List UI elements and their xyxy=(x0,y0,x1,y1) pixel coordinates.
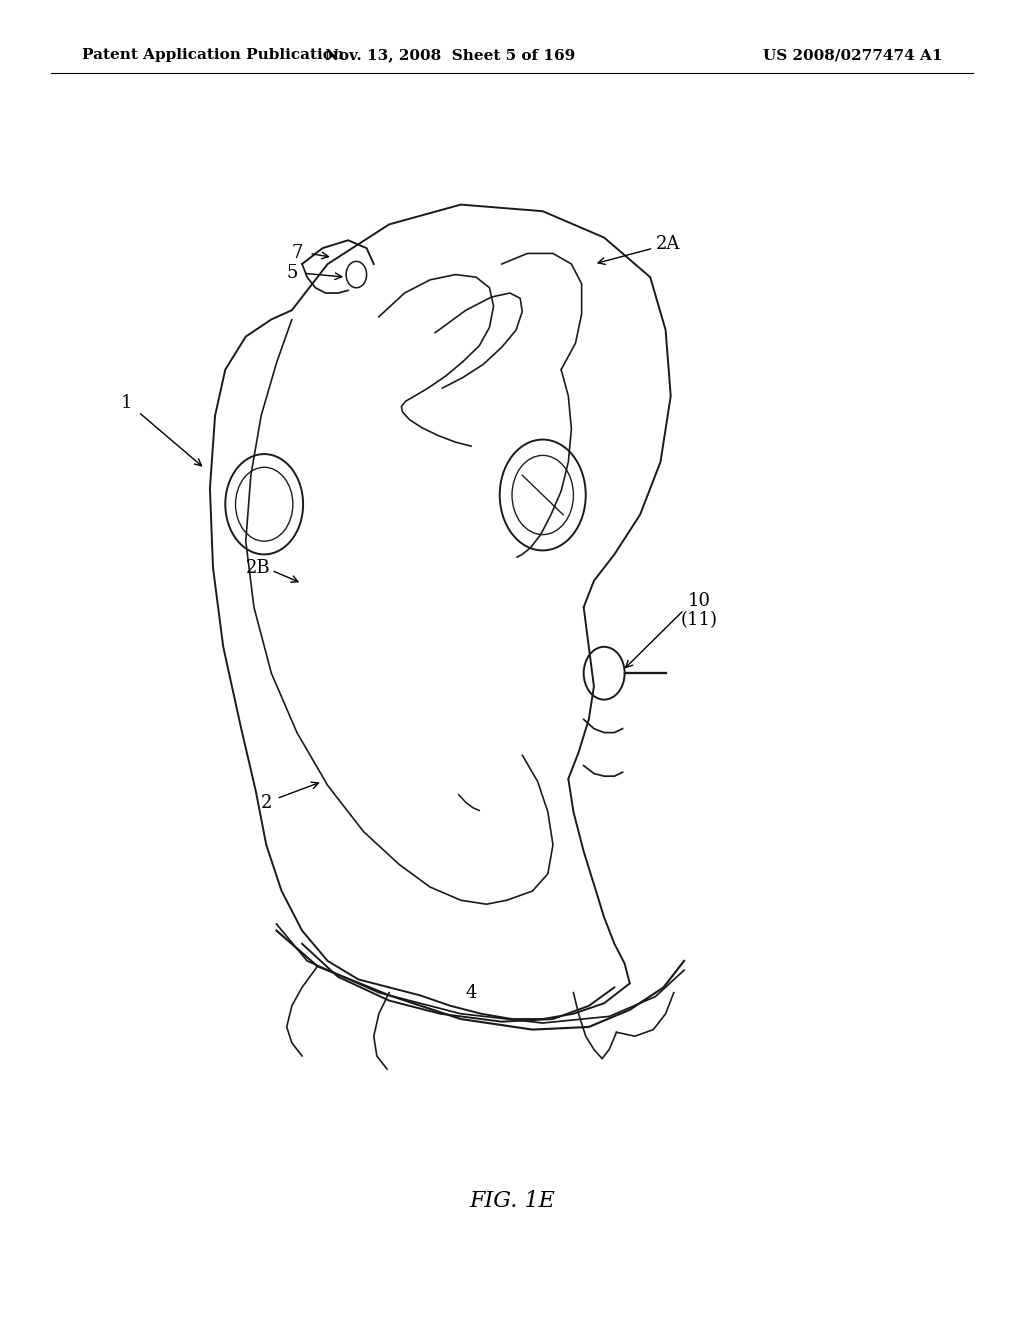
Text: Nov. 13, 2008  Sheet 5 of 169: Nov. 13, 2008 Sheet 5 of 169 xyxy=(326,49,575,62)
Text: 4: 4 xyxy=(466,983,477,1002)
Text: 10: 10 xyxy=(688,591,711,610)
Text: US 2008/0277474 A1: US 2008/0277474 A1 xyxy=(763,49,942,62)
Text: 7: 7 xyxy=(292,244,303,263)
Text: 5: 5 xyxy=(287,264,298,282)
Text: Patent Application Publication: Patent Application Publication xyxy=(82,49,344,62)
Text: 2A: 2A xyxy=(655,235,680,253)
Text: 1: 1 xyxy=(121,393,132,412)
Text: 2B: 2B xyxy=(246,558,270,577)
Text: FIG. 1E: FIG. 1E xyxy=(469,1191,555,1212)
Text: 2: 2 xyxy=(261,793,272,812)
Text: (11): (11) xyxy=(681,611,718,630)
